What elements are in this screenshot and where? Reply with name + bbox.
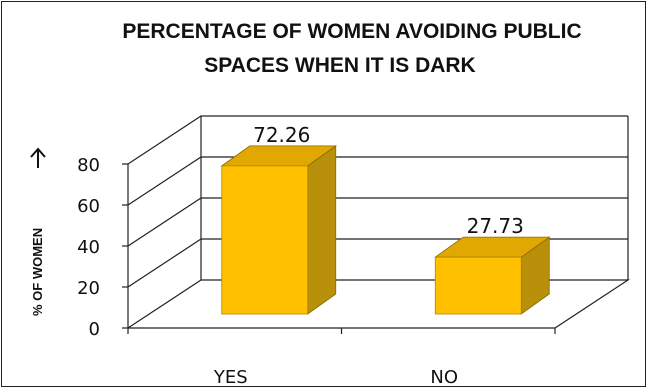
x-category-label: YES <box>213 367 248 388</box>
axis-layer <box>122 116 631 334</box>
x-category-label: NO <box>430 367 458 388</box>
y-tick-label: 60 <box>77 196 100 217</box>
bar-layer <box>220 145 551 315</box>
chart-title-line-2: SPACES WHEN IT IS DARK <box>204 54 475 77</box>
floor <box>127 279 631 329</box>
y-axis-label: % OF WOMEN <box>30 228 45 316</box>
y-tick-label: 80 <box>77 155 100 176</box>
grid-layer <box>127 115 628 288</box>
chart-title-line-1: PERCENTAGE OF WOMEN AVOIDING PUBLIC <box>122 20 581 43</box>
y-tick-labels: 0 20 40 60 80 <box>77 155 100 340</box>
up-arrow-icon <box>30 147 46 168</box>
data-label: 72.26 <box>253 123 310 147</box>
bar-front <box>434 256 522 315</box>
y-tick-label: 0 <box>89 319 100 340</box>
category-labels: YES NO <box>213 367 458 388</box>
bar-no <box>434 236 551 315</box>
data-label: 27.73 <box>467 214 524 238</box>
bar-side <box>307 145 337 315</box>
bar-front <box>221 165 309 315</box>
y-tick-label: 20 <box>77 278 100 299</box>
bar-yes <box>220 145 337 315</box>
y-axis-title: % OF WOMEN <box>30 147 46 316</box>
data-labels: 72.26 27.73 <box>253 123 524 238</box>
y-tick-label: 40 <box>77 237 100 258</box>
